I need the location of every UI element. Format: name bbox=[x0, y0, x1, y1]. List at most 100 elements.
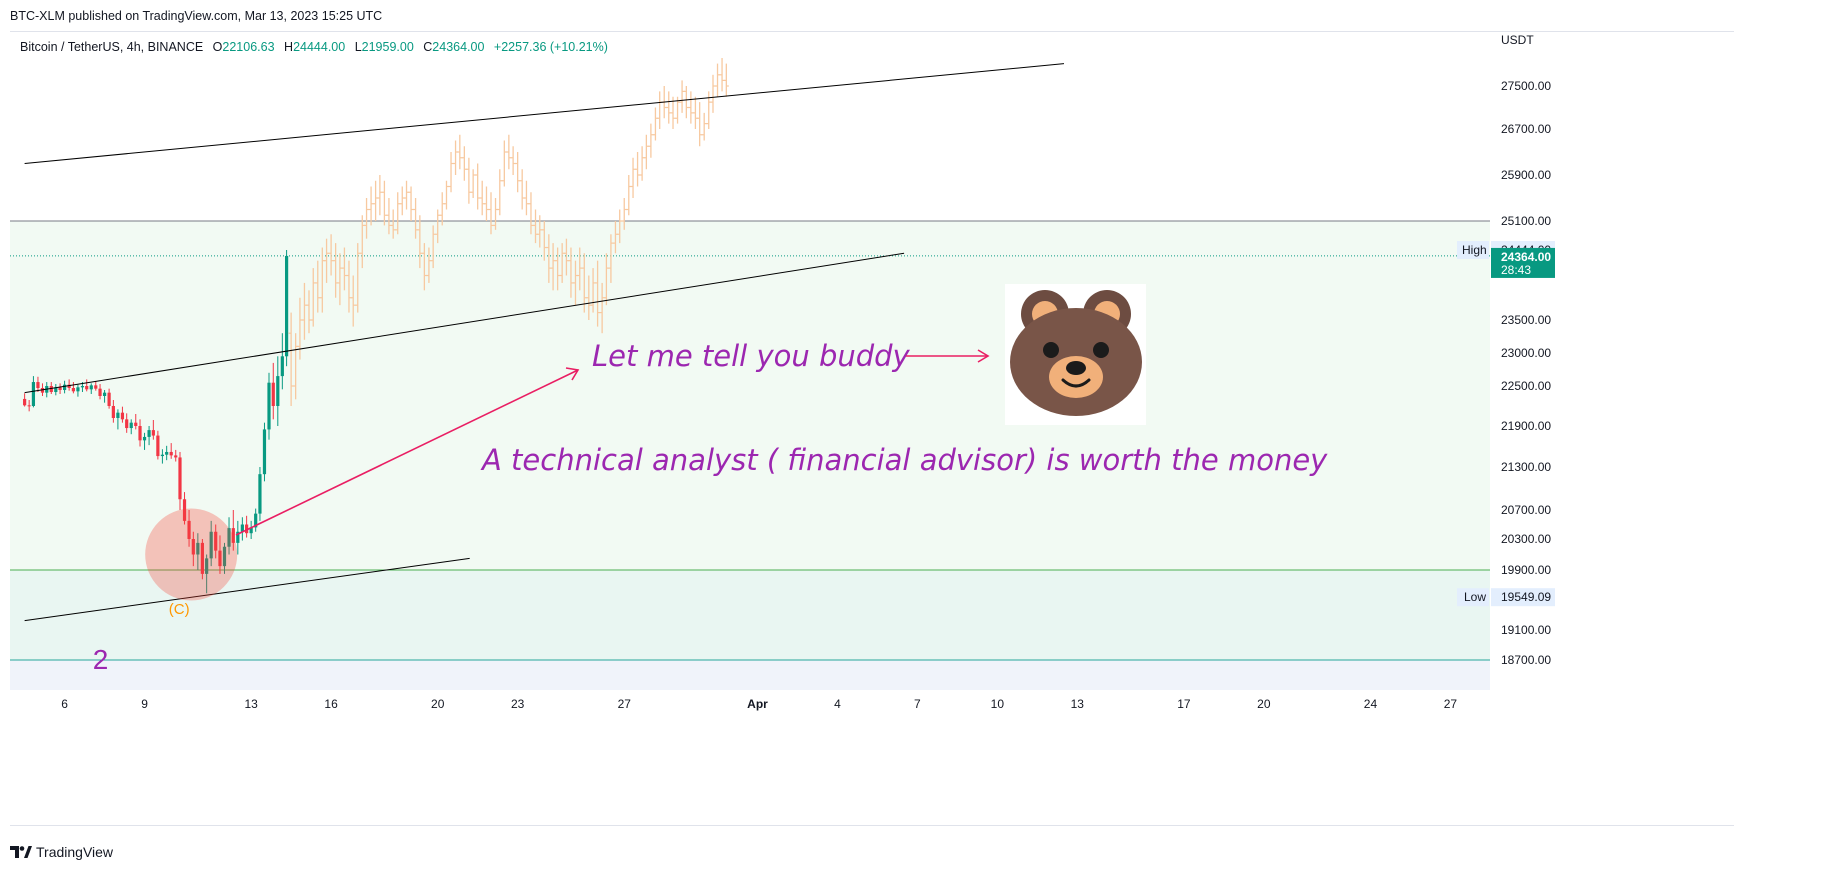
projected-bar-25 bbox=[399, 186, 405, 216]
candle-body bbox=[49, 386, 53, 392]
candle-body bbox=[214, 531, 218, 551]
x-tick-label: 7 bbox=[914, 697, 921, 711]
x-tick-label: 13 bbox=[1071, 697, 1085, 711]
annotation-main: A technical analyst ( financial advisor)… bbox=[480, 443, 1328, 477]
candle-body bbox=[151, 430, 155, 436]
candle-30 bbox=[156, 430, 160, 460]
candle-body bbox=[125, 419, 129, 429]
candle-body bbox=[227, 528, 231, 547]
candle-body bbox=[258, 474, 262, 514]
candle-body bbox=[254, 513, 258, 528]
projected-bar-18 bbox=[368, 186, 374, 226]
candle-28 bbox=[147, 426, 151, 446]
candle-body bbox=[23, 398, 27, 406]
projected-bar-82 bbox=[652, 107, 658, 141]
x-tick-label: 13 bbox=[244, 697, 258, 711]
candle-59 bbox=[284, 250, 289, 367]
candle-19 bbox=[107, 388, 111, 409]
projected-bar-38 bbox=[457, 134, 463, 170]
projected-bar-35 bbox=[443, 180, 449, 210]
candle-body bbox=[222, 546, 227, 567]
x-tick-label: 20 bbox=[431, 697, 445, 711]
close-key: C bbox=[423, 40, 433, 54]
tradingview-logo[interactable]: TradingView bbox=[10, 844, 113, 860]
open-key: O bbox=[212, 40, 223, 54]
low-tag-value-bg bbox=[1491, 588, 1555, 607]
candle-body bbox=[36, 382, 40, 388]
projected-bar-19 bbox=[373, 180, 379, 221]
candle-27 bbox=[142, 432, 147, 450]
candle-50 bbox=[245, 515, 249, 538]
last-price-countdown: 28:43 bbox=[1501, 263, 1531, 277]
y-axis-unit: USDT bbox=[1501, 33, 1534, 47]
y-tick-label: 23500.00 bbox=[1501, 313, 1551, 327]
candle-body bbox=[102, 392, 107, 396]
channel-line-3 bbox=[24, 557, 470, 622]
candle-body bbox=[80, 386, 85, 388]
projected-bar-77 bbox=[630, 157, 636, 198]
candle-body bbox=[284, 255, 289, 357]
candle-body bbox=[169, 451, 173, 456]
candle-body bbox=[142, 436, 147, 441]
high-value: 24444.00 bbox=[293, 40, 346, 54]
projected-bar-53 bbox=[523, 180, 529, 216]
candle-body bbox=[160, 454, 165, 457]
x-tick-label: 16 bbox=[324, 697, 338, 711]
y-tick-label: 21900.00 bbox=[1501, 419, 1551, 433]
candle-55 bbox=[267, 372, 271, 440]
candle-15 bbox=[89, 383, 93, 394]
candle-49 bbox=[240, 517, 244, 541]
projected-bar-40 bbox=[466, 157, 472, 204]
candle-25 bbox=[134, 414, 138, 430]
projected-bar-91 bbox=[692, 96, 698, 129]
projected-bar-50 bbox=[510, 146, 516, 175]
channel-line-1 bbox=[24, 63, 1065, 164]
levels-layer bbox=[10, 220, 1490, 661]
candle-3 bbox=[36, 376, 40, 392]
zones-layer bbox=[10, 221, 1490, 690]
projected-bar-92 bbox=[697, 102, 703, 147]
candle-9 bbox=[63, 380, 67, 394]
x-tick-label: 10 bbox=[991, 697, 1005, 711]
x-tick-label: 9 bbox=[141, 697, 148, 711]
candle-body bbox=[138, 426, 142, 441]
candle-body bbox=[111, 406, 115, 418]
candle-body bbox=[134, 422, 138, 426]
candle-body bbox=[67, 384, 71, 388]
y-tick-label: 20700.00 bbox=[1501, 503, 1551, 517]
candle-24 bbox=[129, 419, 133, 435]
projected-bar-83 bbox=[657, 91, 663, 129]
projected-bar-76 bbox=[626, 175, 632, 216]
projected-bar-27 bbox=[408, 186, 414, 221]
candle-body bbox=[191, 539, 195, 555]
low-value: 21959.00 bbox=[361, 40, 414, 54]
projected-bar-89 bbox=[683, 86, 689, 119]
projected-bar-52 bbox=[519, 169, 525, 210]
x-tick-label: 17 bbox=[1177, 697, 1191, 711]
bear-muzzle bbox=[1049, 356, 1103, 398]
candle-body bbox=[94, 385, 98, 389]
candle-body bbox=[76, 387, 80, 392]
x-tick-label: Apr bbox=[747, 697, 768, 711]
projected-bar-41 bbox=[470, 169, 476, 198]
bear-eye-left bbox=[1043, 342, 1059, 358]
candle-58 bbox=[280, 333, 284, 390]
candle-body bbox=[107, 392, 111, 406]
candle-body bbox=[262, 429, 267, 475]
candle-body bbox=[196, 542, 200, 555]
candle-45 bbox=[222, 542, 227, 574]
candle-39 bbox=[196, 533, 200, 570]
high-tag-label-bg bbox=[1457, 241, 1489, 259]
candle-33 bbox=[169, 443, 173, 459]
y-tick-label: 19100.00 bbox=[1501, 623, 1551, 637]
channel-lines-layer bbox=[24, 63, 1065, 622]
projected-bar-47 bbox=[497, 169, 503, 216]
projected-bar-44 bbox=[483, 186, 489, 221]
candle-53 bbox=[258, 467, 262, 521]
projected-bar-94 bbox=[706, 91, 712, 129]
candle-body bbox=[276, 376, 280, 406]
projected-bar-96 bbox=[715, 63, 721, 97]
arrow-up-line bbox=[235, 369, 579, 536]
candle-46 bbox=[227, 517, 231, 555]
